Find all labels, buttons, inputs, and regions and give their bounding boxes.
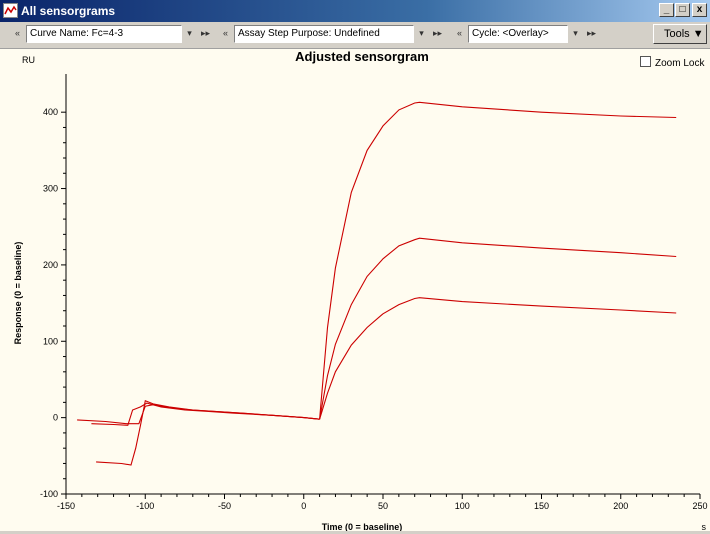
- assay-step-dropdown-icon[interactable]: ▾: [419, 28, 424, 38]
- x-tick-label: 150: [534, 501, 549, 511]
- tools-button[interactable]: Tools ▼: [653, 24, 707, 44]
- zoom-lock-checkbox[interactable]: Zoom Lock: [640, 56, 704, 69]
- sensorgram-app-icon: [3, 3, 18, 18]
- assay-step-field[interactable]: Assay Step Purpose: Undefined: [234, 25, 414, 43]
- minimize-button[interactable]: _: [659, 3, 674, 17]
- curve-name-selector: « Curve Name: Fc=4-3 ▾ ▸▸: [10, 25, 214, 43]
- sensorgram-curve-4: [319, 101, 677, 420]
- chart-axes: [65, 74, 700, 495]
- y-tick-label: 200: [43, 260, 58, 270]
- tools-dropdown-icon: ▼: [692, 28, 704, 40]
- close-button[interactable]: x: [692, 3, 707, 17]
- y-tick-label: 100: [43, 336, 58, 346]
- y-tick-label: 0: [53, 413, 58, 423]
- sensorgram-chart[interactable]: -100 0 100 200 300 400 -150 -100 -50 0 50 100 150 200…: [0, 49, 710, 532]
- chart-series: [77, 101, 677, 466]
- curve-name-dropdown-icon[interactable]: ▾: [187, 28, 192, 38]
- sensorgram-curve-3: [96, 400, 320, 466]
- x-unit-label: s: [702, 522, 707, 531]
- tools-label: Tools: [664, 28, 690, 40]
- next-cycle-button[interactable]: ▸▸: [586, 28, 597, 38]
- title-bar[interactable]: All sensorgrams _ □ x: [0, 0, 710, 22]
- x-tick-label: 0: [301, 501, 306, 511]
- plot-area[interactable]: -100 0 100 200 300 400 -150 -100 -50 0 50 100 150 200…: [0, 49, 710, 532]
- y-axis-label: Response (0 = baseline): [13, 242, 23, 345]
- next-curve-button[interactable]: ▸▸: [200, 28, 211, 38]
- previous-curve-button[interactable]: «: [14, 28, 20, 38]
- maximize-button[interactable]: □: [675, 3, 690, 17]
- y-tick-label: -100: [40, 489, 58, 499]
- y-tick-label: 300: [43, 184, 58, 194]
- x-tick-label: 50: [378, 501, 388, 511]
- chart-ticks: -100 0 100 200 300 400 -150 -100 -50 0 50 100 150 200…: [40, 107, 708, 511]
- y-tick-label: 400: [43, 107, 58, 117]
- chart-title: Adjusted sensorgram: [295, 49, 429, 64]
- y-unit-label: RU: [22, 55, 35, 65]
- curve-name-field[interactable]: Curve Name: Fc=4-3: [26, 25, 182, 43]
- zoom-lock-label: Zoom Lock: [655, 58, 705, 69]
- sensorgram-curve-2: [91, 402, 320, 426]
- toolbar: « Curve Name: Fc=4-3 ▾ ▸▸ « Assay Step P…: [0, 22, 710, 49]
- window-title: All sensorgrams: [21, 4, 116, 18]
- x-tick-label: -100: [136, 501, 154, 511]
- sensorgram-curve-6: [319, 297, 677, 420]
- next-assay-step-button[interactable]: ▸▸: [432, 28, 443, 38]
- x-tick-label: 100: [455, 501, 470, 511]
- previous-assay-step-button[interactable]: «: [222, 28, 228, 38]
- x-axis-label: Time (0 = baseline): [322, 522, 403, 531]
- sensorgram-curve-5: [319, 237, 677, 420]
- previous-cycle-button[interactable]: «: [456, 28, 462, 38]
- zoom-lock-checkbox-box[interactable]: [640, 56, 651, 67]
- x-tick-label: 250: [692, 501, 707, 511]
- cycle-selector: « Cycle: <Overlay> ▾ ▸▸: [452, 25, 600, 43]
- cycle-dropdown-icon[interactable]: ▾: [573, 28, 578, 38]
- sensorgram-curve-1: [77, 404, 320, 425]
- x-tick-label: 200: [613, 501, 628, 511]
- assay-step-selector: « Assay Step Purpose: Undefined ▾ ▸▸: [218, 25, 446, 43]
- cycle-field[interactable]: Cycle: <Overlay>: [468, 25, 568, 43]
- x-tick-label: -150: [57, 501, 75, 511]
- x-tick-label: -50: [218, 501, 231, 511]
